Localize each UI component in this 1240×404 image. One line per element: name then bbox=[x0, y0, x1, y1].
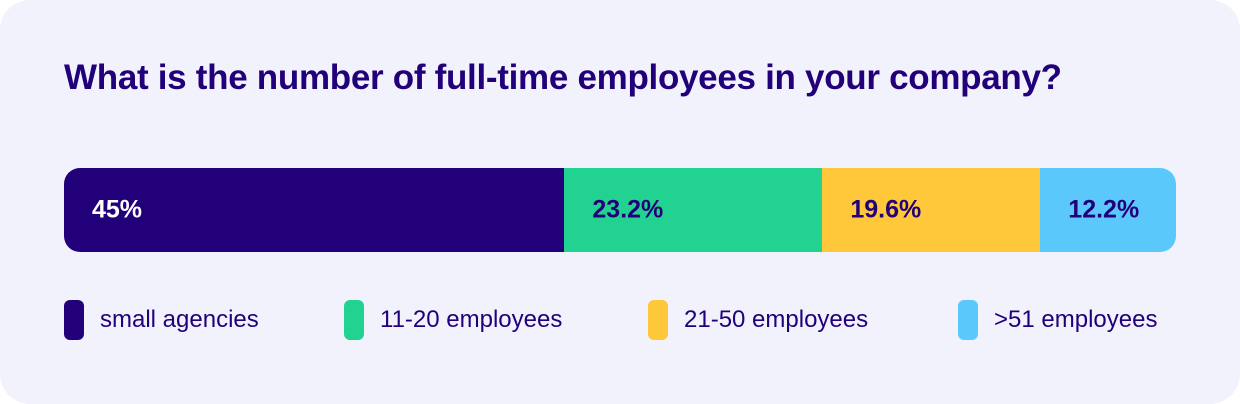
data-label: 19.6% bbox=[850, 195, 922, 224]
stacked-bar: 45% 23.2% 19.6% 12.2% bbox=[64, 168, 1176, 252]
legend-label: 21-50 employees bbox=[684, 306, 869, 333]
data-label: 45% bbox=[92, 195, 143, 224]
bar-segment: 23.2% bbox=[564, 168, 823, 252]
legend: small agencies 11-20 employees 21-50 emplo… bbox=[0, 300, 1240, 340]
data-label: 12.2% bbox=[1068, 195, 1140, 224]
chart-title: What is the number of full-time employee… bbox=[64, 58, 1062, 97]
legend-label: >51 employees bbox=[994, 306, 1158, 333]
legend-item: small agencies bbox=[64, 300, 259, 340]
legend-item: >51 employees bbox=[958, 300, 1157, 340]
legend-swatch bbox=[958, 300, 978, 340]
bar-segment: 19.6% bbox=[822, 168, 1041, 252]
legend-item: 21-50 employees bbox=[648, 300, 868, 340]
legend-swatch bbox=[64, 300, 84, 340]
data-label: 23.2% bbox=[592, 195, 664, 224]
legend-swatch bbox=[344, 300, 364, 340]
bar-segment: 45% bbox=[64, 168, 565, 252]
legend-label: 11-20 employees bbox=[380, 306, 563, 333]
bar-segment: 12.2% bbox=[1040, 168, 1176, 252]
legend-label: small agencies bbox=[100, 306, 259, 333]
legend-item: 11-20 employees bbox=[344, 300, 562, 340]
legend-swatch bbox=[648, 300, 668, 340]
